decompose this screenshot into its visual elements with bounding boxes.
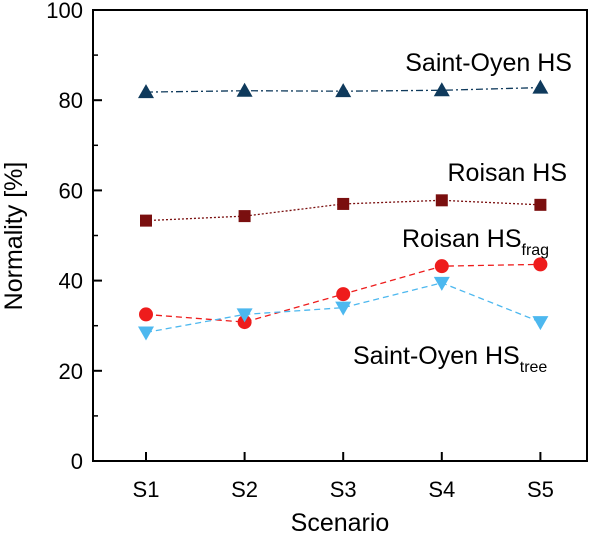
data-point xyxy=(433,82,450,97)
series-1 xyxy=(140,194,547,227)
y-axis-title: Normality [%] xyxy=(0,162,28,311)
y-tick-label: 100 xyxy=(46,0,83,23)
data-point xyxy=(532,316,549,331)
x-axis-title: Scenario xyxy=(291,509,390,535)
data-point xyxy=(138,326,154,341)
data-point xyxy=(236,82,253,97)
y-tick-label: 20 xyxy=(59,359,83,384)
data-point xyxy=(435,194,448,207)
y-tick-label: 0 xyxy=(71,449,83,474)
data-point xyxy=(236,308,253,323)
series-label: Roisan HSfrag xyxy=(402,225,549,259)
data-point xyxy=(337,197,350,210)
x-tick-label: S1 xyxy=(133,477,160,502)
series-2 xyxy=(139,257,548,330)
y-tick-label: 80 xyxy=(59,88,83,113)
data-point xyxy=(533,257,548,272)
data-point xyxy=(138,84,154,99)
data-point xyxy=(335,83,352,98)
x-tick-label: S2 xyxy=(231,477,258,502)
data-point xyxy=(532,79,549,94)
series-label: Roisan HS xyxy=(448,159,568,187)
data-point xyxy=(139,307,153,322)
data-point xyxy=(433,276,450,291)
series-label: Saint-Oyen HS xyxy=(405,49,572,77)
x-tick-label: S3 xyxy=(330,477,357,502)
data-point xyxy=(335,301,352,316)
series-line xyxy=(145,199,541,222)
series-0 xyxy=(138,79,549,99)
data-point xyxy=(336,287,351,302)
y-tick-label: 40 xyxy=(59,269,83,294)
data-point xyxy=(238,210,251,223)
data-point xyxy=(434,259,449,274)
series-3 xyxy=(138,276,549,341)
data-point xyxy=(140,214,152,227)
data-point xyxy=(534,198,547,211)
x-tick-label: S4 xyxy=(428,477,455,502)
y-tick-label: 60 xyxy=(59,178,83,203)
series-label: Saint-Oyen HStree xyxy=(353,342,547,376)
x-tick-label: S5 xyxy=(527,477,554,502)
